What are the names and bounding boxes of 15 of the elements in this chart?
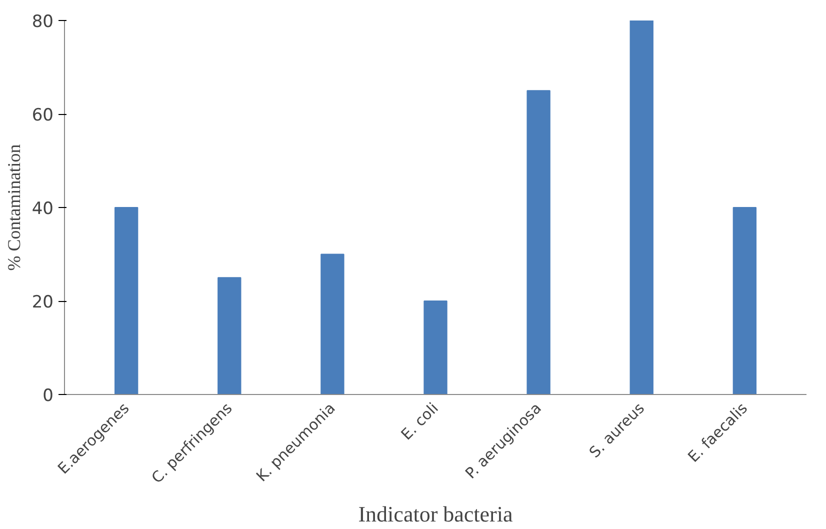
y-tick-label: 0 xyxy=(42,386,54,406)
bar xyxy=(732,207,757,394)
bar xyxy=(114,207,138,394)
y-tick-label: 20 xyxy=(32,292,54,312)
bar xyxy=(424,300,448,394)
bar xyxy=(630,20,654,394)
y-axis-title: % Contamination xyxy=(4,144,24,271)
bar xyxy=(218,277,242,394)
y-tick-label: 60 xyxy=(32,106,54,126)
bar xyxy=(320,254,344,394)
y-tick-label: 40 xyxy=(32,199,54,219)
y-tick-label: 80 xyxy=(32,12,54,32)
x-tick-label: E. coli xyxy=(397,399,442,444)
x-axis-title: Indicator bacteria xyxy=(358,501,513,526)
bar xyxy=(526,90,550,394)
